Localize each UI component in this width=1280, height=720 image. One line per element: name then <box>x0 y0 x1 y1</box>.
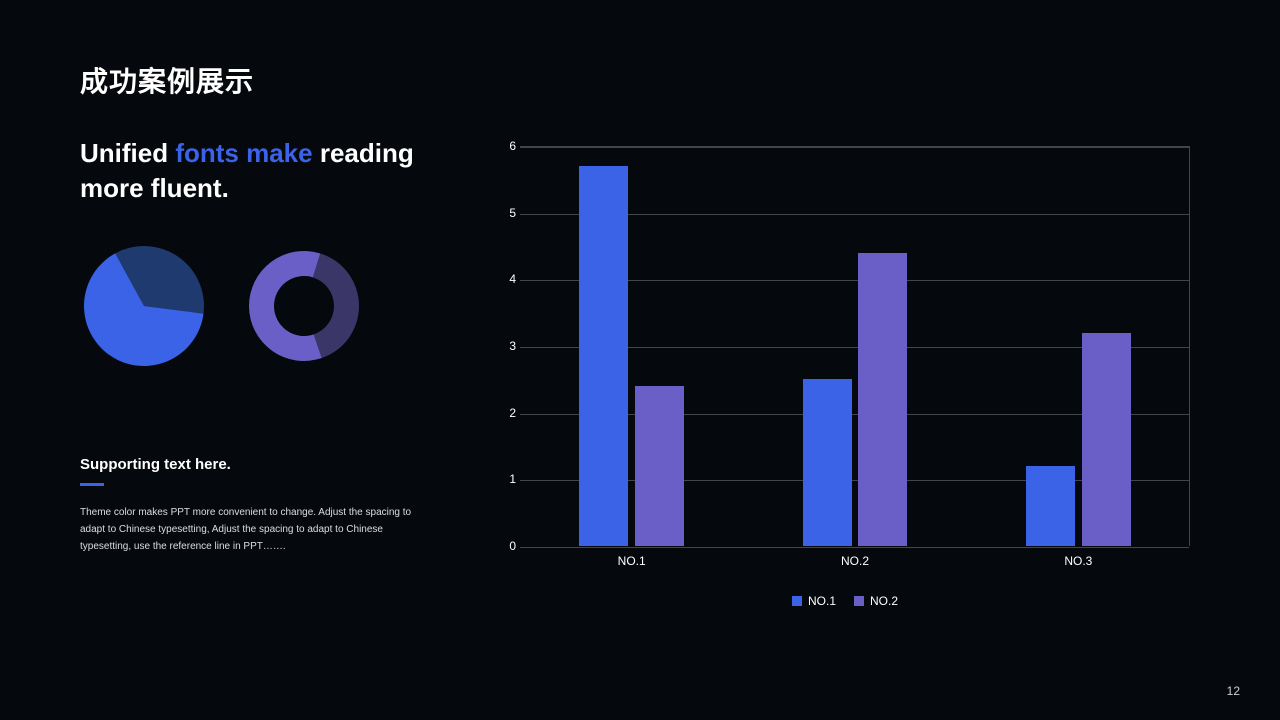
headline: Unified fonts make reading more fluent. <box>80 136 450 206</box>
legend-swatch <box>854 596 864 606</box>
bars-layer <box>520 146 1190 546</box>
y-tick-label: 2 <box>490 406 516 420</box>
gridline <box>520 547 1189 548</box>
left-column: Unified fonts make reading more fluent. … <box>80 136 450 576</box>
page-number: 12 <box>1227 684 1240 698</box>
page-title: 成功案例展示 <box>80 60 1200 100</box>
bar <box>579 166 628 546</box>
legend: NO.1 NO.2 <box>490 594 1200 608</box>
legend-item: NO.1 <box>792 594 836 608</box>
y-tick-label: 3 <box>490 339 516 353</box>
y-tick-label: 0 <box>490 539 516 553</box>
y-tick-label: 5 <box>490 206 516 220</box>
x-tick-label: NO.1 <box>618 554 646 568</box>
bar-chart: 0123456NO.1NO.2NO.3NO.1NO.2 <box>490 136 1200 576</box>
x-tick-label: NO.3 <box>1064 554 1092 568</box>
donut-slice <box>249 251 322 361</box>
legend-label: NO.2 <box>870 594 898 608</box>
support-title: Supporting text here. <box>80 456 450 473</box>
y-tick-label: 6 <box>490 139 516 153</box>
y-tick-label: 1 <box>490 472 516 486</box>
legend-item: NO.2 <box>854 594 898 608</box>
bar <box>635 386 684 546</box>
legend-swatch <box>792 596 802 606</box>
x-tick-label: NO.2 <box>841 554 869 568</box>
legend-label: NO.1 <box>808 594 836 608</box>
content-row: Unified fonts make reading more fluent. … <box>80 136 1200 576</box>
bar <box>858 253 907 546</box>
slide: 成功案例展示 Unified fonts make reading more f… <box>0 0 1280 720</box>
headline-part1: Unified <box>80 138 175 168</box>
bar <box>1082 333 1131 546</box>
headline-accent: fonts make <box>175 138 312 168</box>
bar <box>803 379 852 546</box>
support-body: Theme color makes PPT more convenient to… <box>80 504 430 555</box>
y-tick-label: 4 <box>490 272 516 286</box>
donut-slice <box>313 254 359 359</box>
pie-row <box>80 246 450 366</box>
bar <box>1026 466 1075 546</box>
pie-chart <box>84 246 204 366</box>
accent-bar <box>80 483 104 486</box>
donut-chart <box>244 246 364 366</box>
